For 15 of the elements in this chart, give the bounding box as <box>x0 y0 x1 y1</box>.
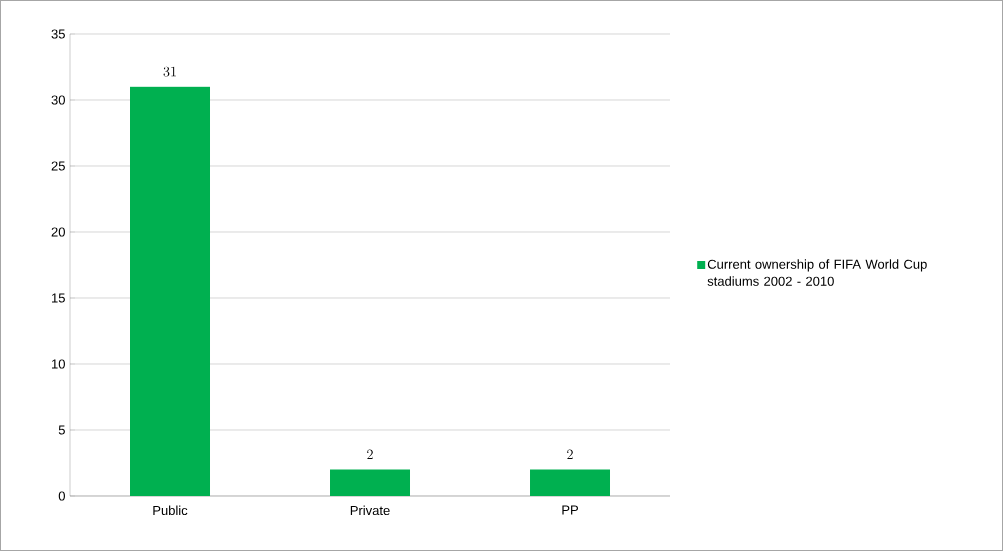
y-tick-label: 30 <box>51 95 65 105</box>
y-tick-label: 10 <box>52 359 65 369</box>
y-tick-label: 25 <box>51 161 65 171</box>
y-tick-label: 20 <box>51 227 65 237</box>
legend-label: Current ownership of FIFA World Cup stadiums 2002 - 2010 <box>707 259 927 286</box>
y-tick-label: 5 <box>58 425 65 435</box>
x-tick-label: Public <box>153 505 188 516</box>
data-label: 2 <box>367 449 373 460</box>
data-label: 31 <box>163 66 176 77</box>
x-tick-label: PP <box>562 505 578 515</box>
y-tick-label: 35 <box>51 29 65 39</box>
y-tick-label: 0 <box>58 491 65 501</box>
data-label: 2 <box>567 449 573 460</box>
x-tick-label: Private <box>350 505 390 516</box>
y-tick-label: 15 <box>52 293 65 303</box>
